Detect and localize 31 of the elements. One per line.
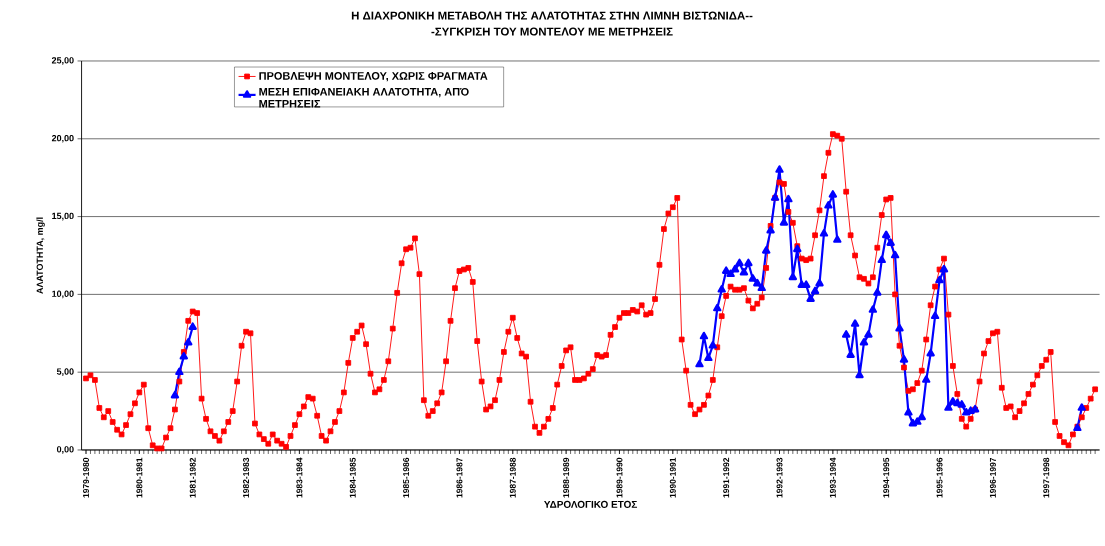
x-tick-label: 1991-1992	[723, 457, 730, 498]
x-tick-label: 1987-1988	[509, 457, 516, 498]
y-tick-label: 20,00	[51, 134, 74, 143]
chart-subtitle: -ΣΥΓΚΡΙΣΗ ΤΟΥ ΜΟΝΤΕΛΟΥ ΜΕ ΜΕΤΡΗΣΕΙΣ	[431, 27, 673, 36]
x-tick-label: 1993-1994	[829, 457, 836, 498]
y-axis-title: ΑΛΑΤΟΤΗΤΑ, mg/l	[36, 217, 45, 294]
legend-label: ΜΕΣΗ ΕΠΙΦΑΝΕΙΑΚΗ ΑΛΑΤΟΤΗΤΑ, ΑΠΌ ΜΕΤΡΗΣΕΙΣ	[259, 87, 469, 108]
x-tick-label: 1996-1997	[989, 457, 996, 498]
x-tick-label: 1990-1991	[669, 457, 676, 498]
x-tick-label: 1989-1990	[616, 457, 623, 498]
x-axis-title: ΥΔΡΟΛΟΓΙΚΟ ΕΤΟΣ	[544, 500, 638, 508]
x-tick-label: 1992-1993	[776, 457, 783, 498]
x-tick-label: 1988-1989	[563, 457, 570, 498]
x-tick-label: 1983-1984	[296, 457, 303, 498]
x-tick-label: 1986-1987	[456, 457, 463, 498]
y-tick-label: 0,00	[56, 446, 74, 454]
x-tick-label: 1985-1986	[403, 457, 410, 498]
x-tick-label: 1994-1995	[883, 457, 890, 498]
chart-title: Η ΔΙΑΧΡΟΝΙΚΗ ΜΕΤΑΒΟΛΗ ΤΗΣ ΑΛΑΤΟΤΗΤΑΣ ΣΤΗΝ ΛΙΜΝΗ ΒΙΣΤΩΝΙΔΑ--	[351, 11, 753, 20]
y-tick-label: 15,00	[52, 212, 74, 221]
legend-label: ΠΡΟΒΛΕΨΗ ΜΟΝΤΕΛΟΥ, ΧΩΡΙΣ ΦΡΑΓΜΑΤΑ	[259, 72, 488, 82]
x-tick-label: 1979-1980	[83, 457, 89, 498]
x-tick-label: 1980-1981	[136, 457, 143, 498]
x-tick-label: 1982-1983	[243, 457, 250, 498]
x-tick-label: 1984-1985	[349, 457, 356, 498]
x-tick-label: 1981-1982	[189, 457, 196, 498]
x-tick-label: 1997-1998	[1043, 457, 1050, 498]
x-tick-label: 1995-1996	[936, 457, 943, 498]
y-tick-label: 5,00	[56, 368, 74, 377]
y-tick-label: 10,00	[52, 290, 74, 299]
y-tick-label: 25,00	[51, 57, 74, 65]
